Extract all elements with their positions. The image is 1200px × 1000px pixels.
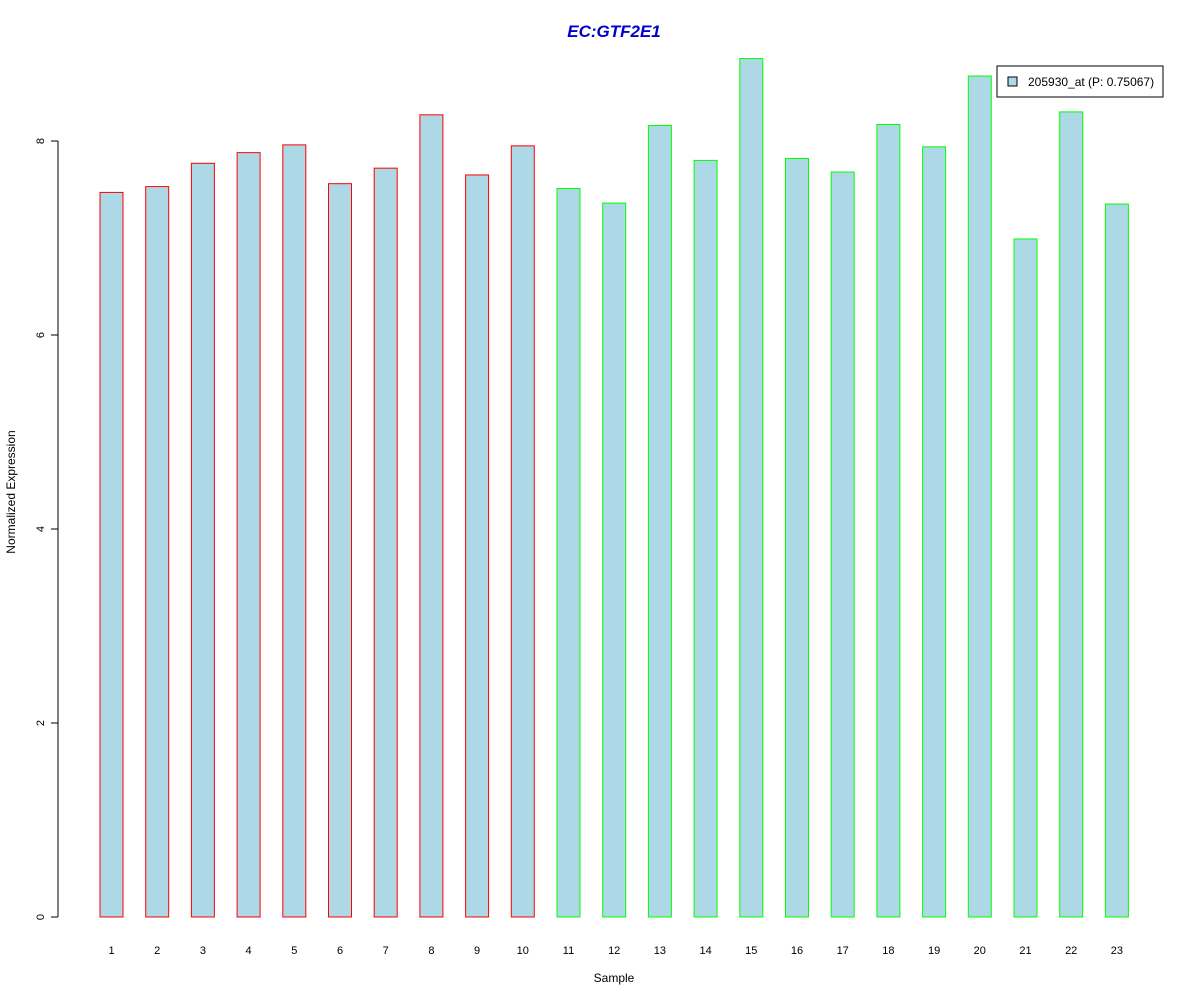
bar-sample-2 — [145, 186, 170, 918]
y-axis-label: Normalized Expression — [4, 430, 18, 553]
bar-sample-9 — [465, 174, 490, 918]
x-axis-tick-label: 13 — [654, 945, 666, 957]
legend-box — [996, 65, 1164, 98]
bar-sample-5 — [282, 144, 307, 918]
x-axis-tick-label: 20 — [974, 945, 986, 957]
x-axis-tick-label: 21 — [1019, 945, 1031, 957]
bars-group — [99, 58, 1129, 918]
bar-sample-18 — [876, 124, 901, 918]
bar-sample-12 — [602, 202, 627, 918]
x-axis-tick-label: 18 — [882, 945, 894, 957]
bar-sample-1 — [99, 191, 124, 918]
y-axis-tick-label: 0 — [35, 914, 47, 920]
x-axis-tick-label: 8 — [428, 945, 434, 957]
y-axis-tick-label: 4 — [35, 526, 47, 532]
x-axis-tick-label: 19 — [928, 945, 940, 957]
bar-sample-6 — [328, 183, 352, 918]
bar-sample-13 — [647, 124, 672, 918]
bar-sample-17 — [830, 171, 855, 918]
bar-sample-15 — [739, 58, 764, 918]
bar-sample-19 — [922, 146, 947, 918]
x-axis-tick-label: 1 — [108, 945, 114, 957]
x-axis-tick-label: 9 — [474, 945, 480, 957]
x-axis-tick-label: 5 — [291, 945, 297, 957]
bar-sample-11 — [556, 188, 581, 918]
bar-sample-14 — [693, 159, 718, 918]
x-axis-tick-labels: 1 2 3 4 5 6 7 8 9 10 11 12 13 14 15 16 17 18 19 20 21 22 23 — [108, 945, 1123, 957]
bar-sample-23 — [1104, 203, 1129, 918]
bar-sample-8 — [419, 114, 444, 918]
x-axis-tick-label: 11 — [563, 945, 574, 957]
legend-entry-label: 205930_at (P: 0.75067) — [1028, 75, 1154, 89]
bar-sample-16 — [785, 157, 809, 918]
bar-sample-3 — [190, 162, 215, 918]
y-axis-tick-label: 6 — [35, 332, 47, 338]
bar-sample-20 — [967, 75, 992, 918]
y-axis-tick-label: 2 — [35, 720, 47, 726]
x-axis-tick-label: 17 — [837, 945, 849, 957]
x-axis-tick-label: 7 — [383, 945, 389, 957]
bar-sample-10 — [510, 145, 535, 918]
y-axis: 0 2 4 6 8 — [35, 138, 59, 920]
x-axis-tick-label: 15 — [745, 945, 757, 957]
bar-sample-21 — [1013, 238, 1038, 918]
x-axis-tick-label: 14 — [699, 945, 711, 957]
x-axis-tick-label: 4 — [246, 945, 252, 957]
legend-swatch — [1007, 76, 1018, 87]
x-axis-label: Sample — [594, 971, 635, 985]
bar-sample-4 — [236, 152, 261, 918]
chart-title: EC:GTF2E1 — [567, 22, 661, 41]
x-axis-tick-label: 2 — [154, 945, 160, 957]
x-axis-tick-label: 23 — [1111, 945, 1123, 957]
y-axis-tick-label: 8 — [35, 138, 47, 144]
x-axis-tick-label: 16 — [791, 945, 803, 957]
x-axis-tick-label: 3 — [200, 945, 206, 957]
x-axis-tick-label: 10 — [517, 945, 529, 957]
legend: 205930_at (P: 0.75067) — [996, 65, 1164, 98]
x-axis-tick-label: 6 — [337, 945, 343, 957]
bar-sample-22 — [1059, 111, 1084, 918]
x-axis-tick-label: 22 — [1065, 945, 1077, 957]
x-axis-tick-label: 12 — [608, 945, 620, 957]
bar-sample-7 — [373, 167, 398, 918]
